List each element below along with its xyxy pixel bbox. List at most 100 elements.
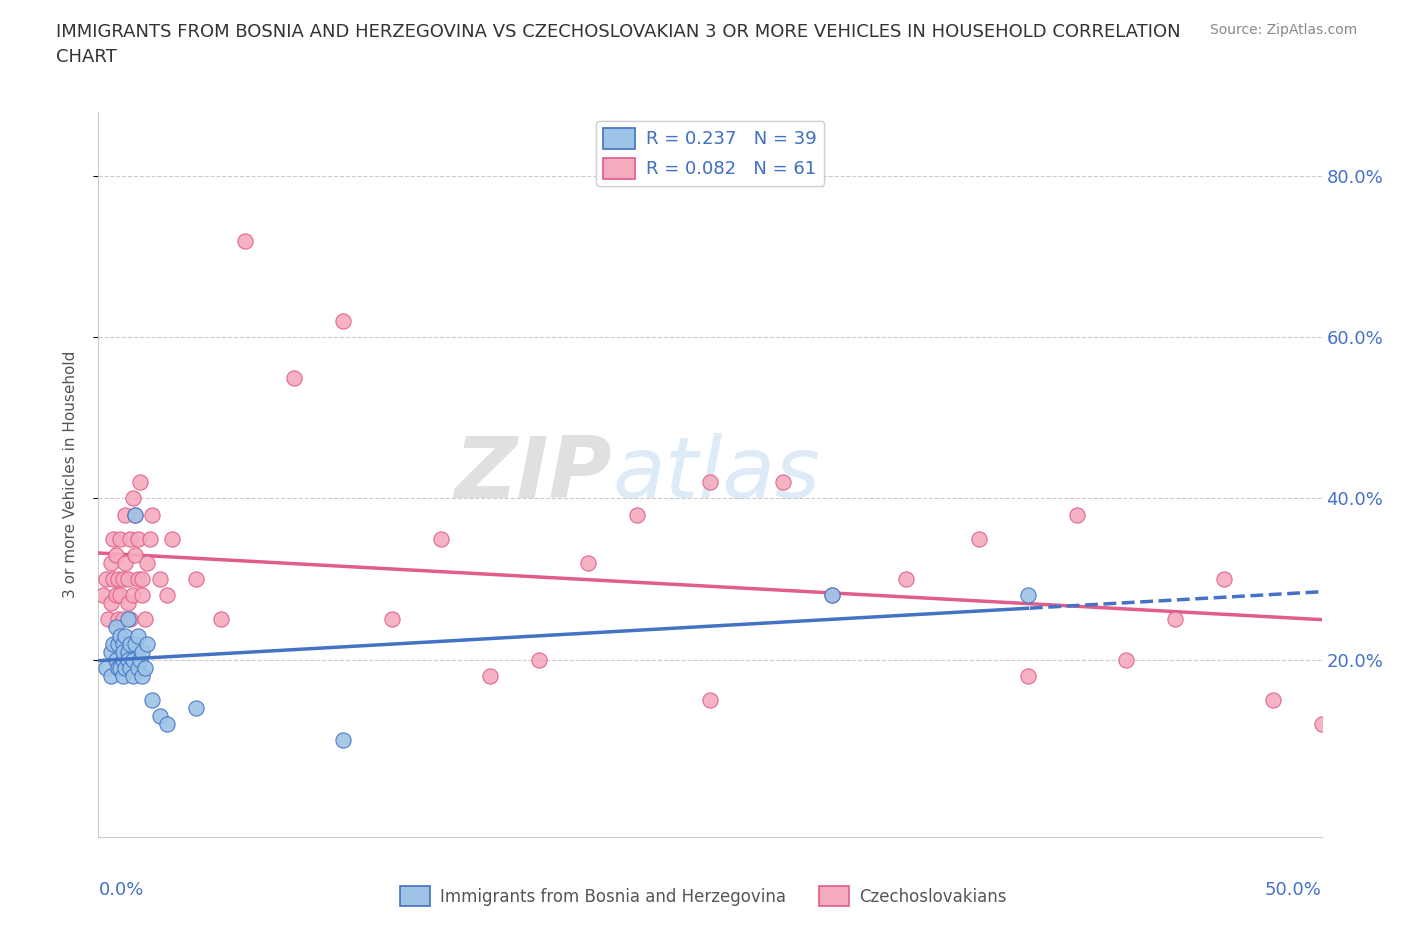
Point: [139, 531, 162, 546]
Point: [111, 644, 134, 659]
Point: [111, 652, 134, 667]
Point: [1017, 588, 1039, 603]
Text: ZIP: ZIP: [454, 432, 612, 516]
Point: [1261, 693, 1284, 708]
Point: [120, 531, 142, 546]
Point: [100, 596, 122, 611]
Point: [1164, 612, 1187, 627]
Point: [104, 588, 127, 603]
Point: [160, 531, 183, 546]
Point: [233, 233, 256, 248]
Point: [131, 572, 153, 587]
Text: atlas: atlas: [612, 432, 820, 516]
Point: [121, 491, 143, 506]
Point: [1017, 669, 1039, 684]
Point: [430, 531, 453, 546]
Point: [117, 572, 139, 587]
Point: [131, 644, 153, 659]
Point: [821, 588, 844, 603]
Point: [478, 669, 501, 684]
Point: [1115, 652, 1137, 667]
Point: [127, 531, 149, 546]
Point: [136, 555, 159, 570]
Point: [114, 507, 136, 522]
Point: [117, 652, 139, 667]
Point: [110, 660, 132, 675]
Point: [101, 636, 124, 651]
Point: [117, 612, 139, 627]
Point: [97, 612, 120, 627]
Point: [129, 475, 152, 490]
Point: [127, 572, 149, 587]
Point: [101, 531, 124, 546]
Point: [381, 612, 404, 627]
Y-axis label: 3 or more Vehicles in Household: 3 or more Vehicles in Household: [63, 351, 77, 598]
Text: 50.0%: 50.0%: [1265, 882, 1322, 899]
Point: [117, 644, 139, 659]
Point: [209, 612, 232, 627]
Point: [186, 572, 208, 587]
Point: [127, 628, 149, 643]
Point: [104, 652, 127, 667]
Point: [134, 660, 156, 675]
Point: [124, 507, 146, 522]
Point: [576, 555, 599, 570]
Point: [121, 588, 143, 603]
Point: [1310, 717, 1333, 732]
Point: [821, 588, 844, 603]
Point: [110, 588, 132, 603]
Point: [121, 652, 143, 667]
Point: [94, 660, 117, 675]
Point: [107, 636, 129, 651]
Point: [101, 572, 124, 587]
Point: [124, 548, 146, 563]
Point: [124, 636, 146, 651]
Point: [120, 636, 142, 651]
Text: Source: ZipAtlas.com: Source: ZipAtlas.com: [1209, 23, 1357, 37]
Text: 0.0%: 0.0%: [98, 882, 143, 899]
Point: [1066, 507, 1088, 522]
Point: [100, 669, 122, 684]
Point: [894, 572, 917, 587]
Legend: R = 0.237   N = 39, R = 0.082   N = 61: R = 0.237 N = 39, R = 0.082 N = 61: [596, 121, 824, 186]
Point: [124, 507, 146, 522]
Point: [141, 507, 163, 522]
Point: [111, 669, 134, 684]
Point: [129, 652, 152, 667]
Point: [1212, 572, 1234, 587]
Point: [100, 555, 122, 570]
Point: [91, 588, 114, 603]
Point: [121, 669, 143, 684]
Point: [156, 717, 179, 732]
Legend: Immigrants from Bosnia and Herzegovina, Czechoslovakians: Immigrants from Bosnia and Herzegovina, …: [392, 880, 1014, 912]
Point: [114, 660, 136, 675]
Point: [117, 596, 139, 611]
Point: [332, 733, 354, 748]
Point: [131, 669, 153, 684]
Point: [626, 507, 648, 522]
Point: [110, 531, 132, 546]
Point: [120, 612, 142, 627]
Point: [114, 628, 136, 643]
Point: [699, 693, 721, 708]
Point: [111, 572, 134, 587]
Point: [111, 636, 134, 651]
Point: [107, 612, 129, 627]
Point: [149, 709, 172, 724]
Point: [100, 644, 122, 659]
Point: [283, 370, 305, 385]
Point: [104, 620, 127, 635]
Point: [131, 588, 153, 603]
Point: [114, 555, 136, 570]
Point: [141, 693, 163, 708]
Point: [527, 652, 550, 667]
Point: [772, 475, 794, 490]
Point: [156, 588, 179, 603]
Point: [699, 475, 721, 490]
Point: [120, 660, 142, 675]
Point: [94, 572, 117, 587]
Point: [967, 531, 990, 546]
Point: [111, 612, 134, 627]
Text: IMMIGRANTS FROM BOSNIA AND HERZEGOVINA VS CZECHOSLOVAKIAN 3 OR MORE VEHICLES IN : IMMIGRANTS FROM BOSNIA AND HERZEGOVINA V…: [56, 23, 1181, 66]
Point: [107, 660, 129, 675]
